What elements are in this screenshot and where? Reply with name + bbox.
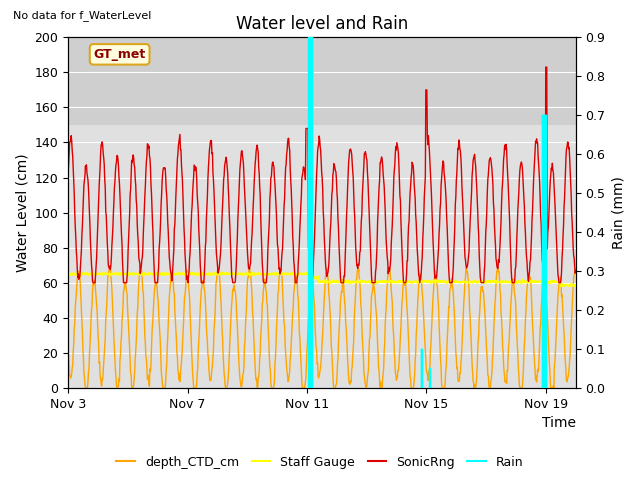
Legend: depth_CTD_cm, Staff Gauge, SonicRng, Rain: depth_CTD_cm, Staff Gauge, SonicRng, Rai… [111, 451, 529, 474]
Text: GT_met: GT_met [93, 48, 146, 61]
Text: No data for f_WaterLevel: No data for f_WaterLevel [13, 10, 151, 21]
Bar [68, 37, 576, 125]
Title: Water level and Rain: Water level and Rain [236, 15, 408, 33]
Y-axis label: Water Level (cm): Water Level (cm) [15, 153, 29, 272]
Y-axis label: Rain (mm): Rain (mm) [611, 176, 625, 249]
Text: Time: Time [541, 416, 576, 430]
